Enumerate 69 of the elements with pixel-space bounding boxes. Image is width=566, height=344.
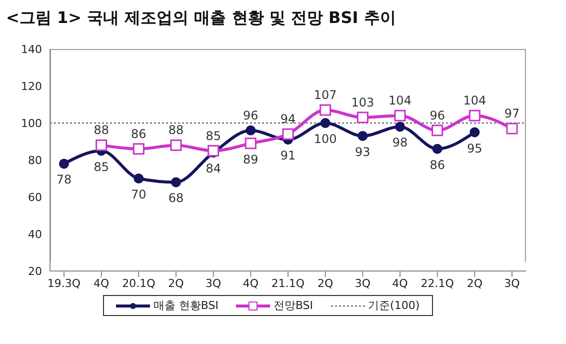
chart-title: <그림 1> 국내 제조업의 매출 현황 및 전망 BSI 추이 xyxy=(5,7,397,29)
x-tick-label: 3Q xyxy=(354,276,371,290)
point xyxy=(470,127,480,138)
x-tick-label: 4Q xyxy=(242,276,259,290)
data-label: 70 xyxy=(131,188,146,202)
data-label: 84 xyxy=(206,162,221,176)
data-label: 97 xyxy=(504,106,520,121)
y-tick-label: 20 xyxy=(28,264,42,278)
point xyxy=(320,104,332,116)
point xyxy=(171,177,181,188)
x-tick-label: 21.1Q xyxy=(271,276,305,290)
data-label: 96 xyxy=(430,108,445,122)
data-label: 91 xyxy=(280,148,296,163)
data-label: 104 xyxy=(463,94,486,108)
point xyxy=(506,122,518,134)
point xyxy=(59,158,69,169)
data-label: 78 xyxy=(56,172,72,187)
x-tick-label: 2Q xyxy=(317,276,334,290)
point xyxy=(282,128,294,140)
x-tick-label: 3Q xyxy=(205,276,222,290)
point xyxy=(208,145,220,156)
point xyxy=(134,174,144,184)
y-tick-label: 100 xyxy=(21,116,42,130)
y-tick-label: 60 xyxy=(28,190,42,204)
point xyxy=(320,118,330,128)
point xyxy=(96,139,108,151)
y-tick-label: 40 xyxy=(28,228,42,241)
x-tick-label: 2Q xyxy=(466,276,483,290)
y-tick-label: 140 xyxy=(21,42,42,56)
point xyxy=(395,122,405,132)
data-label: 85 xyxy=(206,128,221,143)
data-label: 98 xyxy=(392,136,408,150)
data-label: 107 xyxy=(314,88,337,102)
y-tick-label: 80 xyxy=(28,154,42,167)
point xyxy=(356,112,368,124)
x-tick-label: 4Q xyxy=(93,276,110,290)
point xyxy=(358,130,368,141)
data-label: 88 xyxy=(168,123,184,138)
point xyxy=(244,138,256,150)
point xyxy=(432,144,442,154)
legend-label: 전망BSI xyxy=(272,298,314,313)
point xyxy=(132,143,144,155)
data-label: 93 xyxy=(355,144,370,159)
data-label: 88 xyxy=(94,123,109,138)
x-tick-label: 19.3Q xyxy=(47,276,81,290)
x-tick-label: 2Q xyxy=(168,276,184,290)
data-label: 86 xyxy=(430,158,445,172)
data-label: 95 xyxy=(467,141,482,156)
x-tick-label: 22.1Q xyxy=(420,276,454,290)
y-tick-label: 120 xyxy=(21,80,42,93)
data-label: 68 xyxy=(168,191,184,206)
x-tick-label: 4Q xyxy=(392,276,408,290)
point xyxy=(468,110,480,122)
legend-label: 기준(100) xyxy=(367,298,420,313)
data-label: 103 xyxy=(351,95,374,110)
data-label: 89 xyxy=(243,152,258,166)
data-label: 100 xyxy=(314,132,337,146)
data-label: 104 xyxy=(388,94,412,108)
data-label: 86 xyxy=(131,126,146,141)
point xyxy=(432,124,444,136)
x-tick-label: 20.1Q xyxy=(122,276,156,290)
legend-label: 매출 현황BSI xyxy=(152,298,218,313)
data-label: 94 xyxy=(280,112,296,126)
x-tick-label: 3Q xyxy=(504,276,520,290)
point xyxy=(246,125,256,136)
data-label: 85 xyxy=(94,160,109,174)
point xyxy=(394,110,406,122)
data-label: 96 xyxy=(243,108,258,122)
point xyxy=(170,139,182,151)
